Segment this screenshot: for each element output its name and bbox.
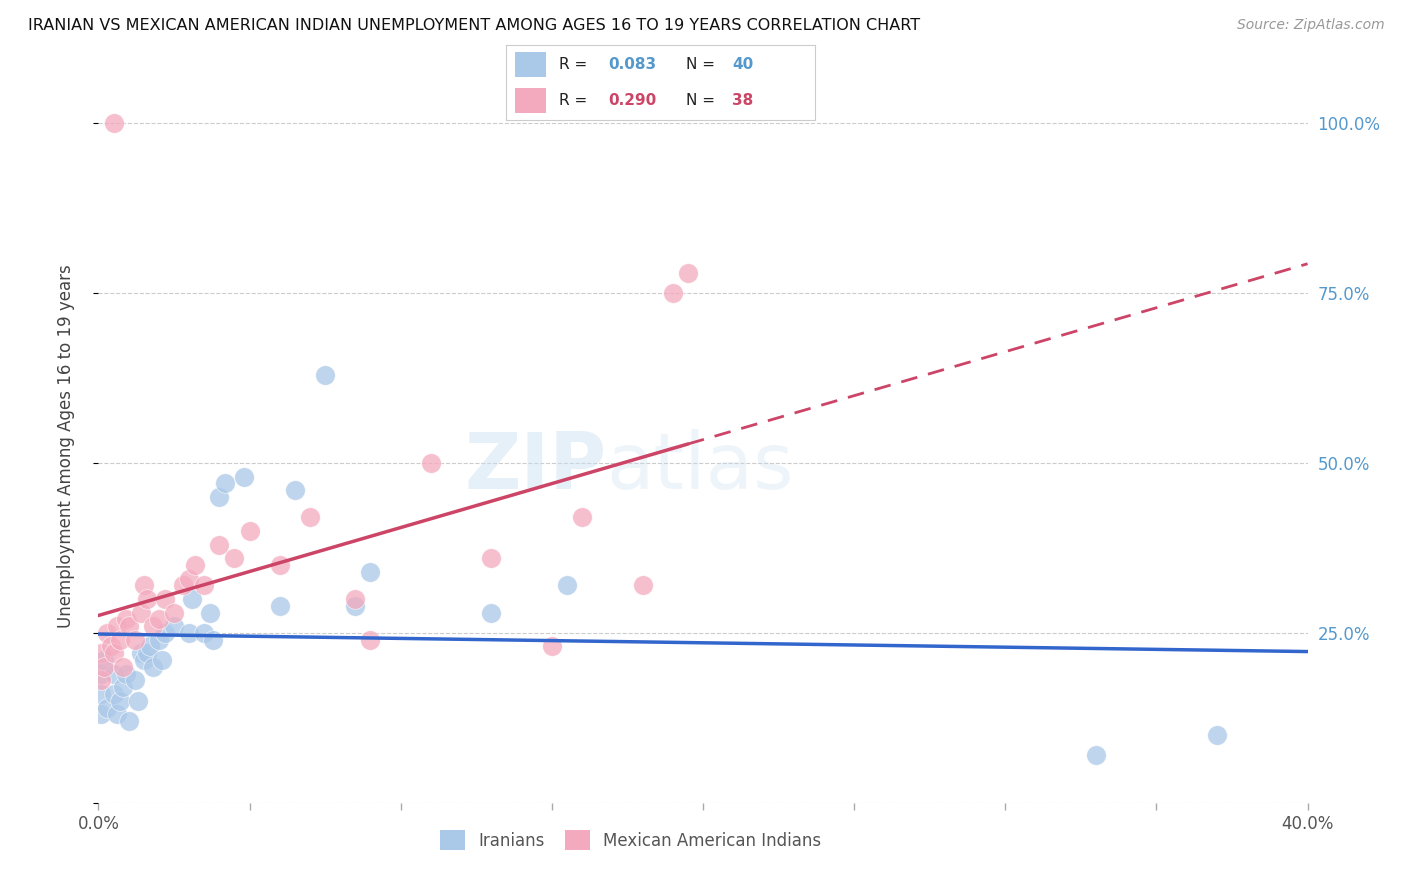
Point [114,612,136,626]
Point [299,510,322,524]
Point [631,578,654,592]
Point [163,619,186,633]
Point [360,632,382,647]
Point [127,694,149,708]
Text: ZIP: ZIP [464,429,606,506]
Text: atlas: atlas [606,429,794,506]
Point [153,591,176,606]
Text: R =: R = [558,93,592,108]
Point [661,286,683,301]
Point [103,687,125,701]
Point [269,558,291,572]
Point [105,619,128,633]
Text: 0.290: 0.290 [609,93,657,108]
Point [124,632,146,647]
Point [150,653,173,667]
Point [214,476,236,491]
Text: N =: N = [686,93,720,108]
Point [193,578,215,592]
Point [111,660,134,674]
Point [142,619,165,633]
Point [202,632,225,647]
Text: Source: ZipAtlas.com: Source: ZipAtlas.com [1237,18,1385,32]
Point [269,599,291,613]
Bar [516,87,547,112]
Text: R =: R = [558,57,592,72]
Point [148,612,170,626]
Point [124,673,146,688]
Point [105,707,128,722]
Point [420,456,443,470]
Point [314,368,336,382]
Point [96,626,118,640]
Point [179,626,201,640]
Point [132,653,155,667]
Point [193,626,215,640]
Point [114,666,136,681]
Point [135,646,157,660]
Point [93,653,115,667]
Point [118,619,141,633]
Point [103,116,125,130]
Point [90,673,112,688]
Point [555,578,578,592]
Point [142,660,165,674]
Point [148,632,170,647]
Point [181,591,204,606]
Point [676,266,699,280]
Bar [516,52,547,78]
Point [232,469,254,483]
Point [90,687,112,701]
Point [103,646,125,660]
Point [135,591,157,606]
Point [96,700,118,714]
Point [93,660,115,674]
Point [184,558,207,572]
Point [132,578,155,592]
Text: 0.083: 0.083 [609,57,657,72]
Point [208,537,231,551]
Y-axis label: Unemployment Among Ages 16 to 19 years: Unemployment Among Ages 16 to 19 years [56,264,75,628]
Text: IRANIAN VS MEXICAN AMERICAN INDIAN UNEMPLOYMENT AMONG AGES 16 TO 19 YEARS CORREL: IRANIAN VS MEXICAN AMERICAN INDIAN UNEMP… [28,18,921,33]
Point [139,640,162,654]
Point [163,606,186,620]
Text: 38: 38 [733,93,754,108]
Point [239,524,262,538]
Point [344,591,367,606]
Point [153,626,176,640]
Point [90,666,112,681]
Point [200,606,222,620]
Point [108,632,131,647]
Point [129,606,152,620]
Point [481,606,503,620]
Text: N =: N = [686,57,720,72]
Point [129,646,152,660]
Point [90,646,112,660]
Point [1206,728,1229,742]
Point [111,680,134,694]
Point [360,565,382,579]
Point [284,483,307,498]
Point [344,599,367,613]
Point [540,640,562,654]
Point [1085,748,1108,763]
Point [172,578,194,592]
Point [208,490,231,504]
Point [179,572,201,586]
Point [481,551,503,566]
Point [571,510,593,524]
Point [224,551,246,566]
Point [108,694,131,708]
Legend: Iranians, Mexican American Indians: Iranians, Mexican American Indians [432,822,830,859]
Point [90,707,112,722]
Text: 40: 40 [733,57,754,72]
Point [103,666,125,681]
Point [100,640,122,654]
Point [118,714,141,729]
